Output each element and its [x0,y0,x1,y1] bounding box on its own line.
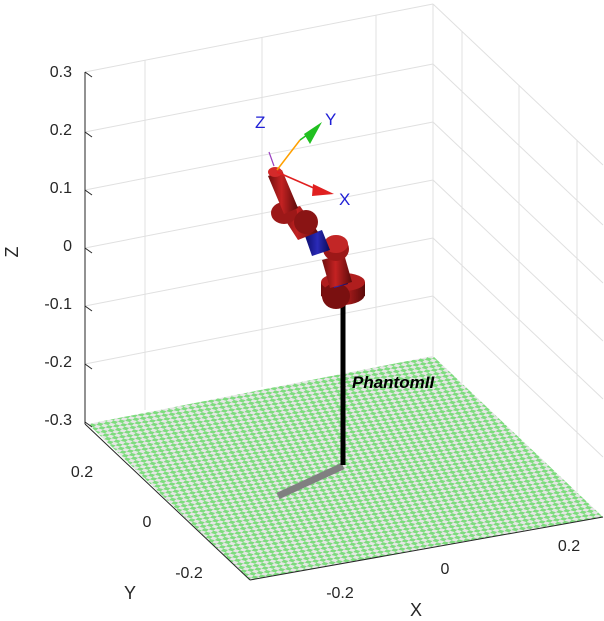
floor-plane [88,356,603,580]
y-tick-label: -0.2 [175,565,203,582]
back-wall-grid [84,3,604,492]
joint-3-b [294,210,318,234]
x-tick-label: 0 [441,561,450,578]
wrist-end [268,167,282,177]
link-2 [322,254,352,288]
robot-name-label: PhantomII [352,373,435,392]
x-tick-label: 0.2 [558,538,580,555]
tool-z-hint [268,151,275,167]
tool-x-label: X [339,190,350,209]
tool-z-axis [276,139,301,171]
robot-arm [268,167,365,309]
x-axis-label: X [410,600,422,620]
tool-z-label: Z [255,113,265,132]
z-tick-label: -0.1 [44,296,72,313]
y-tick-labels: -0.2 0 0.2 [71,464,203,582]
tool-y-label: Y [325,110,336,129]
tool-y-arrowhead [304,122,322,144]
tool-frame: Z Y X [255,110,350,209]
z-axis-label: Z [2,247,22,258]
robot-shadow [276,462,345,500]
z-tick-labels: 0.3 0.2 0.1 0 -0.1 -0.2 -0.3 [44,64,72,429]
link-3-axis [305,230,330,256]
y-tick-label: 0.2 [71,464,93,481]
x-tick-label: -0.2 [326,585,354,602]
y-axis-label: Y [124,583,136,603]
z-ticks [84,71,93,428]
z-tick-label: 0.3 [50,64,72,81]
z-tick-label: 0 [63,238,72,255]
joint-2-cap [324,235,348,253]
joint-1-end [322,283,350,309]
tool-x-arrowhead [312,184,334,196]
link-4 [268,170,298,214]
x-tick-labels: -0.2 0 0.2 [326,538,580,602]
tool-x-axis [276,171,317,190]
z-tick-label: 0.2 [50,122,72,139]
z-tick-label: 0.1 [50,180,72,197]
z-tick-label: -0.2 [44,354,72,371]
y-tick-label: 0 [143,514,152,531]
z-tick-label: -0.3 [44,412,72,429]
